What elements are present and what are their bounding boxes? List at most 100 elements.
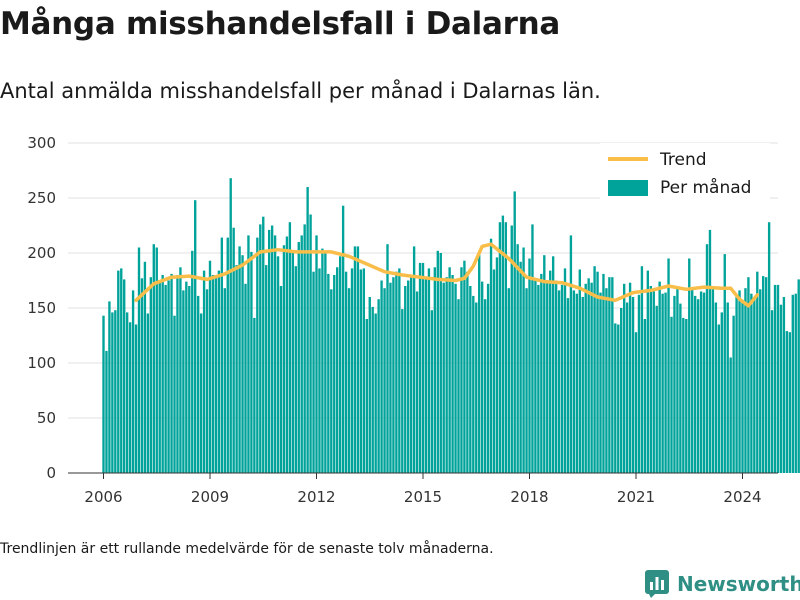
bar: [338, 256, 342, 473]
bar: [404, 286, 407, 473]
bar: [315, 235, 318, 473]
x-tick-label: 2012: [297, 488, 335, 506]
y-tick-label: 100: [27, 354, 56, 372]
bar: [161, 275, 164, 473]
bar: [415, 291, 419, 473]
bar: [371, 306, 374, 473]
bar: [770, 310, 774, 473]
bar: [620, 308, 623, 473]
bar: [445, 277, 448, 473]
bar: [507, 288, 510, 473]
bar: [696, 299, 700, 473]
bar-series: [102, 178, 800, 473]
bar: [297, 242, 300, 473]
bar: [401, 309, 404, 473]
bar: [117, 270, 120, 473]
bar: [395, 271, 398, 473]
bar: [158, 280, 161, 473]
bar: [386, 244, 389, 473]
bar: [637, 294, 641, 473]
bar: [525, 288, 528, 473]
bar: [504, 222, 508, 473]
bar: [466, 271, 469, 473]
bar: [232, 227, 235, 473]
bar: [253, 317, 256, 473]
bar: [753, 298, 756, 473]
bar: [365, 319, 368, 473]
bar: [631, 297, 635, 473]
bar: [501, 215, 505, 473]
bar: [448, 267, 451, 473]
bar: [711, 286, 715, 473]
bar: [454, 283, 457, 473]
bar: [732, 315, 735, 473]
bar: [605, 288, 608, 473]
x-tick-label: 2006: [84, 488, 122, 506]
bar: [265, 265, 268, 473]
bar: [560, 284, 564, 473]
chart-subtitle: Antal anmälda misshandelsfall per månad …: [0, 79, 601, 103]
bar: [306, 187, 309, 473]
bar: [134, 324, 138, 473]
bar: [457, 299, 460, 473]
bar: [279, 286, 283, 473]
y-tick-label: 250: [27, 189, 56, 207]
bar: [670, 316, 673, 473]
bar: [442, 282, 445, 473]
bar: [723, 254, 726, 473]
bar: [359, 269, 363, 473]
bar: [498, 222, 502, 473]
bar: [492, 269, 496, 473]
trend-series: [134, 242, 760, 308]
bar: [472, 295, 475, 473]
bar: [294, 266, 297, 473]
bar: [676, 288, 679, 473]
bar: [590, 282, 593, 473]
bar: [356, 246, 360, 473]
bar: [599, 292, 602, 473]
bar: [353, 246, 357, 473]
bar: [691, 287, 694, 473]
bar: [196, 295, 200, 473]
bar: [546, 281, 549, 473]
bar: [510, 225, 513, 473]
bar: [312, 271, 315, 473]
bar: [412, 246, 416, 473]
x-tick-label: 2015: [404, 488, 442, 506]
bar: [143, 261, 147, 473]
bar: [439, 253, 442, 473]
brand-name: Newsworthy: [677, 572, 800, 596]
bar: [655, 305, 658, 473]
bar: [285, 236, 289, 473]
bar: [125, 312, 129, 473]
bar: [738, 290, 741, 473]
bar: [759, 289, 762, 473]
bar: [469, 286, 472, 473]
bar: [646, 270, 650, 473]
bar: [140, 278, 144, 473]
bar: [223, 288, 226, 473]
bar: [137, 247, 141, 473]
bar: [182, 290, 185, 473]
bar: [276, 256, 280, 473]
bar: [649, 286, 652, 473]
bar: [421, 262, 425, 473]
legend-label-per-month: Per månad: [660, 177, 751, 198]
bar: [407, 280, 410, 473]
bar: [652, 291, 655, 473]
y-tick-label: 150: [27, 299, 56, 317]
bar: [176, 275, 179, 473]
bar: [750, 293, 753, 473]
bar: [191, 250, 194, 473]
bar: [164, 284, 167, 473]
legend-label-trend: Trend: [659, 150, 707, 170]
bar: [625, 302, 629, 473]
bar: [767, 222, 771, 473]
bar: [214, 275, 218, 473]
bar: [611, 277, 614, 473]
bar: [475, 302, 478, 473]
bar: [540, 273, 543, 473]
bar: [773, 284, 777, 473]
bar: [217, 270, 221, 473]
y-tick-label: 50: [37, 409, 56, 427]
